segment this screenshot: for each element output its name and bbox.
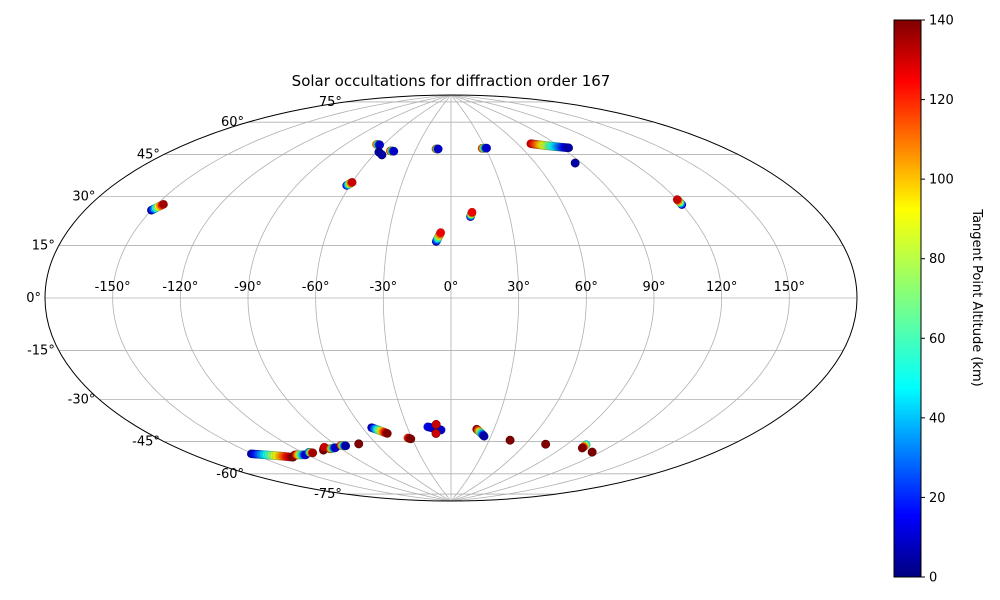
data-point xyxy=(354,439,364,449)
lat-tick-label: -45° xyxy=(132,435,160,450)
map-boundary xyxy=(44,94,858,502)
lat-tick-label: 60° xyxy=(221,115,244,130)
data-point xyxy=(505,435,515,445)
colorbar-tick-label: 100 xyxy=(929,173,954,188)
data-point xyxy=(564,143,574,153)
data-point xyxy=(341,441,351,451)
data-point xyxy=(431,429,441,438)
data-point xyxy=(308,448,318,458)
lat-tick-label: -15° xyxy=(27,344,55,359)
colorbar-gradient xyxy=(893,19,922,578)
data-point xyxy=(433,144,443,154)
lon-tick-label: 30° xyxy=(507,280,530,295)
data-point xyxy=(436,228,446,238)
lat-tick-label: 30° xyxy=(72,190,95,205)
lon-tick-label: 90° xyxy=(642,280,665,295)
colorbar-tick-label: 80 xyxy=(929,252,946,267)
data-point xyxy=(406,434,416,444)
data-point xyxy=(577,443,587,453)
lat-tick-label: -75° xyxy=(314,487,342,502)
lon-tick-label: 0° xyxy=(444,280,459,295)
chart-title: Solar occultations for diffraction order… xyxy=(292,72,611,90)
colorbar-tick-label: 120 xyxy=(929,93,954,108)
data-point xyxy=(347,177,357,187)
data-point xyxy=(587,447,597,457)
colorbar-tick-label: 140 xyxy=(929,14,954,29)
colorbar-tick-label: 20 xyxy=(929,491,946,506)
lon-tick-label: 60° xyxy=(575,280,598,295)
data-point xyxy=(431,419,441,429)
lat-tick-label: -60° xyxy=(216,467,244,482)
data-point xyxy=(541,439,551,449)
colorbar-tick-label: 0 xyxy=(929,571,937,586)
lon-tick-label: -150° xyxy=(95,280,131,295)
colorbar-label: Tangent Point Altitude (km) xyxy=(969,208,984,386)
data-point xyxy=(467,207,477,217)
lat-tick-label: 45° xyxy=(137,147,160,162)
lon-tick-label: -90° xyxy=(234,280,262,295)
data-point xyxy=(672,195,682,205)
data-point xyxy=(382,429,392,438)
colorbar: 0 20 40 60 80 100 120 140 Tangent Point Altitud… xyxy=(893,14,984,586)
data-point xyxy=(570,158,580,168)
data-point xyxy=(389,146,399,156)
colorbar-ticks: 0 20 40 60 80 100 120 140 xyxy=(921,14,954,586)
gridlines xyxy=(45,95,857,501)
data-point xyxy=(479,431,489,441)
colorbar-tick-label: 40 xyxy=(929,411,946,426)
colorbar-tick-label: 60 xyxy=(929,332,946,347)
tick-labels: -150° -120° -90° -60° -30° 0° 30° 60° 90° 120° 150… xyxy=(26,95,805,502)
data-point xyxy=(482,143,492,153)
lat-tick-label: 0° xyxy=(26,291,41,306)
lon-tick-label: -30° xyxy=(369,280,397,295)
lon-tick-label: -60° xyxy=(302,280,330,295)
lon-tick-label: 120° xyxy=(706,280,737,295)
lat-tick-label: 15° xyxy=(32,238,55,253)
lat-tick-label: 75° xyxy=(319,95,342,110)
data-point xyxy=(159,199,168,209)
data-point xyxy=(377,150,387,160)
scatter-points xyxy=(146,139,687,462)
lon-tick-label: 150° xyxy=(774,280,805,295)
lat-tick-label: -30° xyxy=(68,393,96,408)
lon-tick-label: -120° xyxy=(162,280,198,295)
